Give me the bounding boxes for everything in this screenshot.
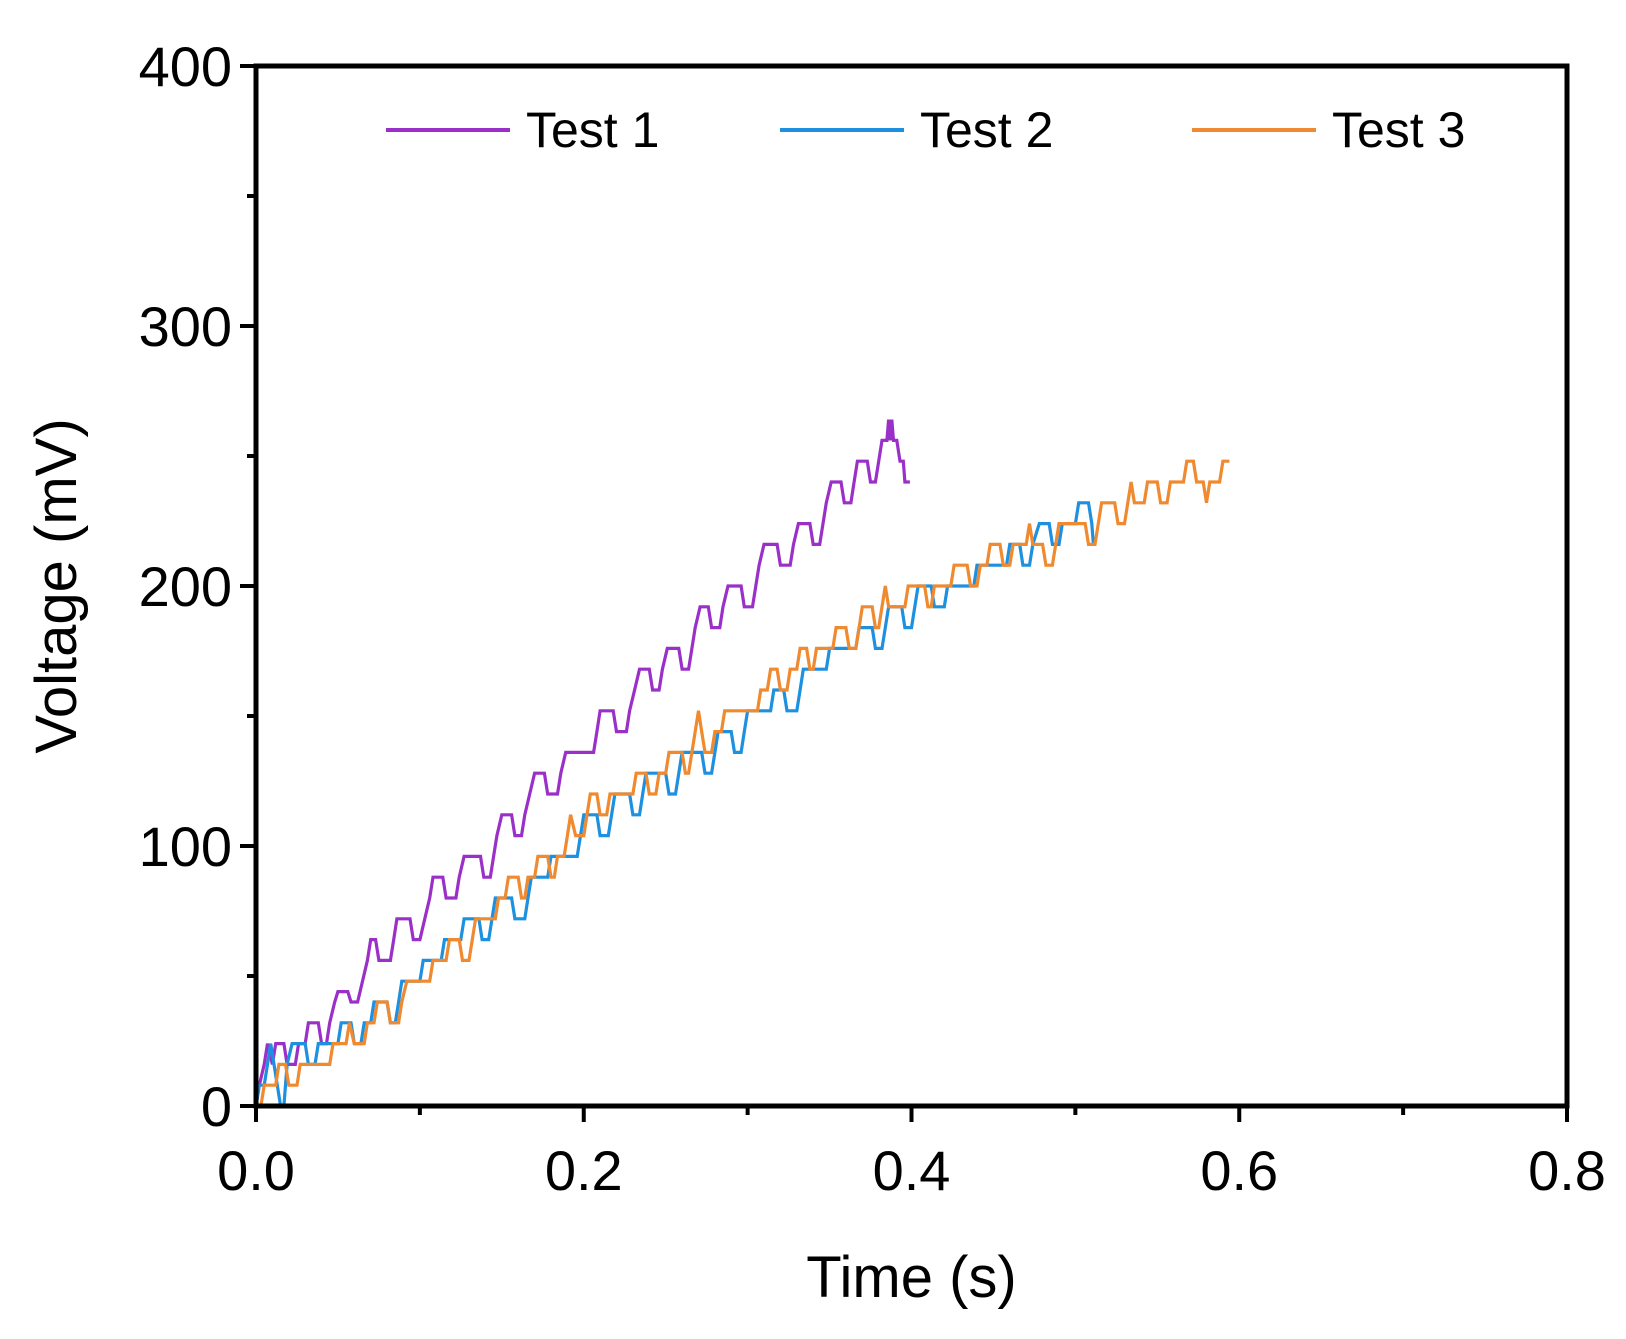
y-tick-label: 100 bbox=[139, 815, 232, 878]
legend-label-3: Test 3 bbox=[1332, 102, 1465, 158]
y-tick-label: 200 bbox=[139, 555, 232, 618]
x-tick-label: 0.4 bbox=[873, 1139, 951, 1202]
x-tick-label: 0.8 bbox=[1528, 1139, 1606, 1202]
x-tick-label: 0.6 bbox=[1200, 1139, 1278, 1202]
series-line-3 bbox=[256, 459, 1230, 1106]
legend: Test 1 Test 2 Test 3 bbox=[386, 102, 1465, 158]
y-tick-label: 400 bbox=[139, 35, 232, 98]
y-tick-label: 300 bbox=[139, 295, 232, 358]
x-tick-label: 0.2 bbox=[545, 1139, 623, 1202]
series-layer bbox=[256, 419, 1230, 1106]
legend-label-1: Test 1 bbox=[526, 102, 659, 158]
series-line-1 bbox=[256, 419, 910, 1106]
x-tick-label: 0.0 bbox=[217, 1139, 295, 1202]
y-tick-label: 0 bbox=[201, 1075, 232, 1138]
y-axis-title: Voltage (mV) bbox=[24, 418, 89, 753]
x-axis-title: Time (s) bbox=[806, 1245, 1016, 1310]
axes-layer: 0.0 0.2 0.4 0.6 0.8 0 100 200 300 400 bbox=[139, 35, 1606, 1202]
series-line-2 bbox=[256, 501, 1095, 1106]
legend-label-2: Test 2 bbox=[920, 102, 1053, 158]
